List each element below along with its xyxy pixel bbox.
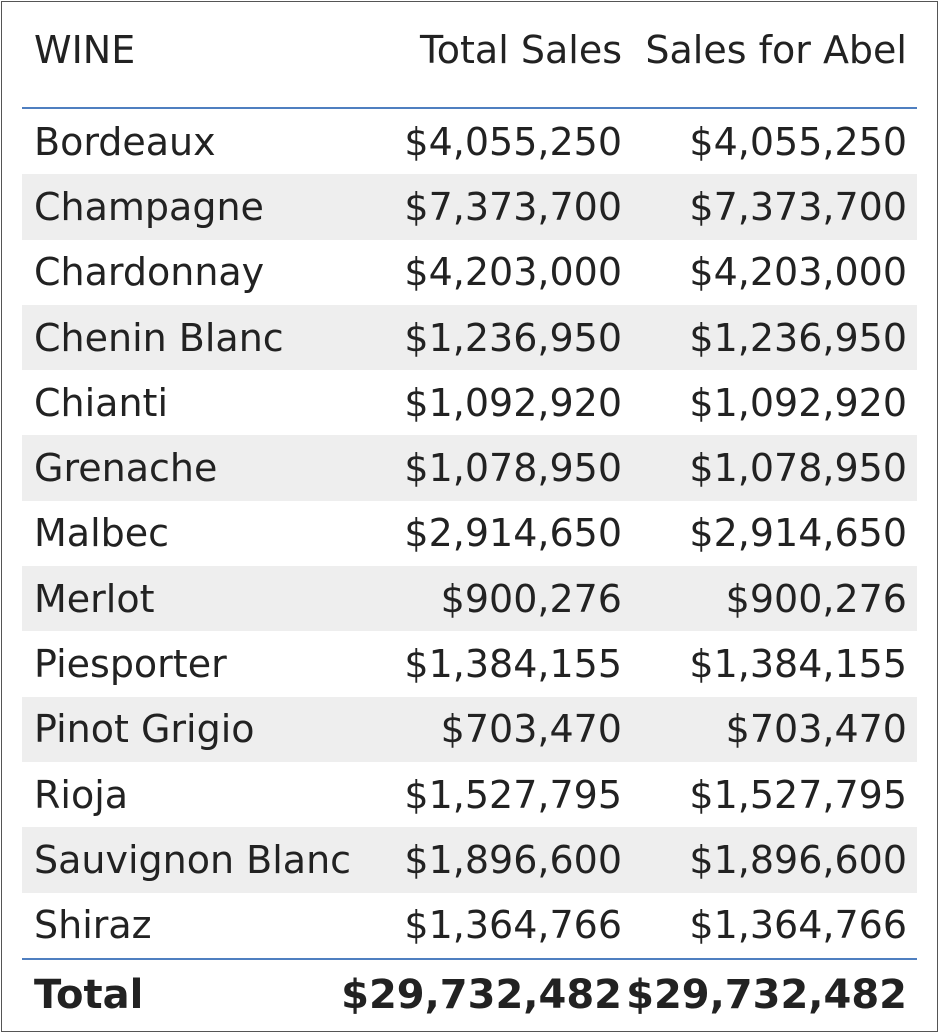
cell-wine: Sauvignon Blanc	[34, 837, 352, 882]
cell-sales-for-abel: $4,203,000	[689, 250, 907, 295]
cell-total-sales: $1,092,920	[404, 380, 622, 425]
column-header-sales-for-abel[interactable]: Sales for Abel	[645, 28, 907, 72]
wine-sales-table: WINE Total Sales Sales for Abel Bordeaux…	[22, 2, 917, 1030]
table-body: Bordeaux $4,055,250 $4,055,250 Champagne $7,…	[22, 109, 917, 958]
cell-wine: Bordeaux	[34, 119, 216, 164]
cell-sales-for-abel: $1,527,795	[689, 772, 907, 817]
cell-total-sales: $1,384,155	[404, 642, 622, 687]
cell-total-sales: $1,078,950	[404, 446, 622, 491]
table-row[interactable]: Chianti $1,092,920 $1,092,920	[22, 370, 917, 435]
cell-wine: Shiraz	[34, 903, 152, 948]
column-header-wine[interactable]: WINE	[34, 28, 136, 72]
cell-wine: Merlot	[34, 576, 155, 621]
cell-wine: Chenin Blanc	[34, 315, 284, 360]
table-row[interactable]: Shiraz $1,364,766 $1,364,766	[22, 893, 917, 958]
cell-wine: Chianti	[34, 380, 169, 425]
cell-sales-for-abel: $1,384,155	[689, 642, 907, 687]
table-row[interactable]: Champagne $7,373,700 $7,373,700	[22, 174, 917, 240]
table-row[interactable]: Merlot $900,276 $900,276	[22, 566, 917, 632]
cell-wine: Pinot Grigio	[34, 707, 255, 752]
table-row[interactable]: Bordeaux $4,055,250 $4,055,250	[22, 109, 917, 174]
table-row[interactable]: Pinot Grigio $703,470 $703,470	[22, 696, 917, 762]
cell-sales-for-abel: $7,373,700	[689, 184, 907, 229]
cell-sales-for-abel: $900,276	[725, 576, 907, 621]
total-label: Total	[34, 971, 144, 1018]
cell-total-sales: $2,914,650	[404, 511, 622, 556]
cell-wine: Chardonnay	[34, 250, 265, 295]
cell-total-sales: $703,470	[440, 707, 622, 752]
cell-sales-for-abel: $2,914,650	[689, 511, 907, 556]
cell-sales-for-abel: $1,364,766	[689, 903, 907, 948]
cell-wine: Piesporter	[34, 642, 227, 687]
cell-wine: Rioja	[34, 772, 129, 817]
cell-total-sales: $1,896,600	[404, 837, 622, 882]
cell-wine: Champagne	[34, 184, 264, 229]
cell-sales-for-abel: $4,055,250	[689, 119, 907, 164]
cell-wine: Grenache	[34, 446, 218, 491]
cell-total-sales: $1,364,766	[404, 903, 622, 948]
cell-total-sales: $1,236,950	[404, 315, 622, 360]
cell-wine: Malbec	[34, 511, 170, 556]
table-total-row: Total $29,732,482 $29,732,482	[22, 957, 917, 1030]
table-row[interactable]: Malbec $2,914,650 $2,914,650	[22, 501, 917, 566]
cell-total-sales: $1,527,795	[404, 772, 622, 817]
total-total-sales: $29,732,482	[341, 971, 622, 1018]
table-row[interactable]: Chenin Blanc $1,236,950 $1,236,950	[22, 304, 917, 371]
cell-sales-for-abel: $1,092,920	[689, 380, 907, 425]
cell-sales-for-abel: $1,896,600	[689, 837, 907, 882]
table-row[interactable]: Sauvignon Blanc $1,896,600 $1,896,600	[22, 827, 917, 893]
cell-total-sales: $900,276	[440, 576, 622, 621]
table-header-row: WINE Total Sales Sales for Abel	[22, 2, 917, 109]
cell-total-sales: $4,203,000	[404, 250, 622, 295]
table-row[interactable]: Chardonnay $4,203,000 $4,203,000	[22, 240, 917, 305]
cell-sales-for-abel: $703,470	[725, 707, 907, 752]
table-row[interactable]: Rioja $1,527,795 $1,527,795	[22, 762, 917, 827]
total-sales-for-abel: $29,732,482	[626, 971, 907, 1018]
cell-sales-for-abel: $1,078,950	[689, 446, 907, 491]
cell-total-sales: $7,373,700	[404, 184, 622, 229]
column-header-total-sales[interactable]: Total Sales	[420, 28, 622, 72]
cell-sales-for-abel: $1,236,950	[689, 315, 907, 360]
table-row[interactable]: Grenache $1,078,950 $1,078,950	[22, 435, 917, 501]
cell-total-sales: $4,055,250	[404, 119, 622, 164]
table-row[interactable]: Piesporter $1,384,155 $1,384,155	[22, 631, 917, 696]
